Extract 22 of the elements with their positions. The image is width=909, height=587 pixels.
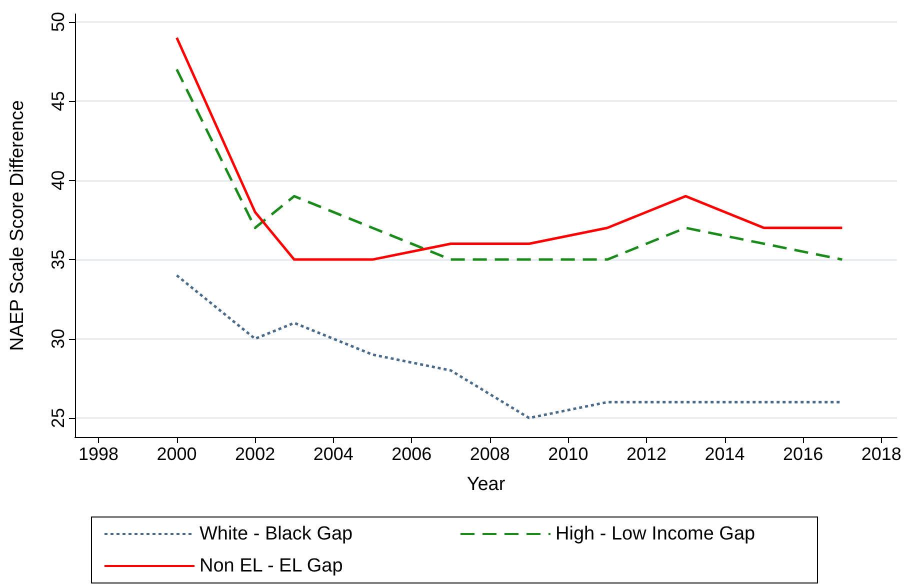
- y-tick-label: 40: [48, 170, 68, 190]
- x-tick-label: 2000: [156, 444, 197, 464]
- x-tick-label: 2002: [235, 444, 276, 464]
- x-tick-label: 2010: [548, 444, 588, 464]
- x-tick-label: 1998: [78, 444, 119, 464]
- x-tick-label: 2006: [392, 444, 432, 464]
- y-tick-label: 25: [48, 408, 68, 428]
- y-tick-label: 50: [48, 12, 68, 32]
- x-axis-title: Year: [466, 474, 506, 495]
- y-tick-label: 45: [48, 91, 68, 112]
- x-tick-label: 2018: [861, 444, 902, 464]
- y-tick-label: 30: [48, 328, 68, 349]
- x-tick-label: 2008: [470, 444, 510, 464]
- legend-label: Non EL - EL Gap: [200, 556, 343, 576]
- y-tick-label: 35: [48, 250, 68, 270]
- y-axis-title: NAEP Scale Score Difference: [7, 100, 28, 351]
- x-tick-label: 2012: [626, 444, 667, 464]
- legend-label: High - Low Income Gap: [556, 524, 756, 544]
- x-tick-label: 2004: [313, 444, 354, 464]
- legend-label: White - Black Gap: [200, 524, 353, 544]
- x-tick-label: 2016: [783, 444, 824, 464]
- x-tick-label: 2014: [704, 444, 745, 464]
